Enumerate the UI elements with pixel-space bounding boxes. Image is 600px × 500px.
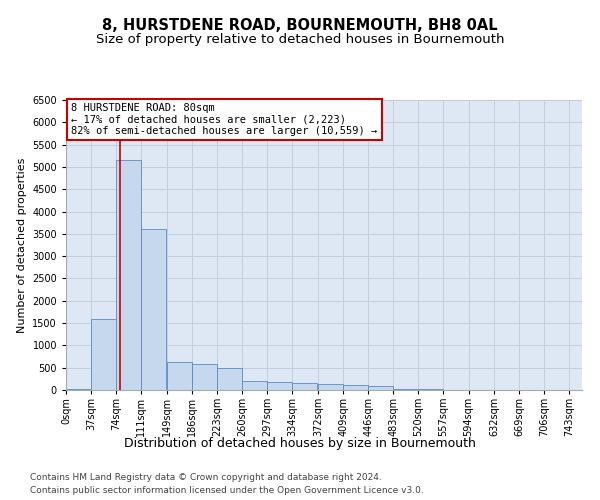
Bar	[91, 318, 116, 390]
Text: Contains HM Land Registry data © Crown copyright and database right 2024.: Contains HM Land Registry data © Crown c…	[30, 472, 382, 482]
Y-axis label: Number of detached properties: Number of detached properties	[17, 158, 26, 332]
Text: Size of property relative to detached houses in Bournemouth: Size of property relative to detached ho…	[96, 32, 504, 46]
Text: Contains public sector information licensed under the Open Government Licence v3: Contains public sector information licen…	[30, 486, 424, 495]
Bar	[192, 364, 217, 390]
Bar	[66, 388, 91, 390]
Bar	[167, 362, 191, 390]
Bar	[393, 388, 418, 390]
Text: 8, HURSTDENE ROAD, BOURNEMOUTH, BH8 0AL: 8, HURSTDENE ROAD, BOURNEMOUTH, BH8 0AL	[102, 18, 498, 32]
Bar	[368, 386, 393, 390]
Text: Distribution of detached houses by size in Bournemouth: Distribution of detached houses by size …	[124, 438, 476, 450]
Bar	[141, 230, 166, 390]
Text: 8 HURSTDENE ROAD: 80sqm
← 17% of detached houses are smaller (2,223)
82% of semi: 8 HURSTDENE ROAD: 80sqm ← 17% of detache…	[71, 103, 377, 136]
Bar	[343, 384, 368, 390]
Bar	[292, 383, 317, 390]
Bar	[217, 368, 242, 390]
Bar	[267, 382, 292, 390]
Bar	[242, 380, 267, 390]
Bar	[318, 384, 343, 390]
Bar	[116, 160, 141, 390]
